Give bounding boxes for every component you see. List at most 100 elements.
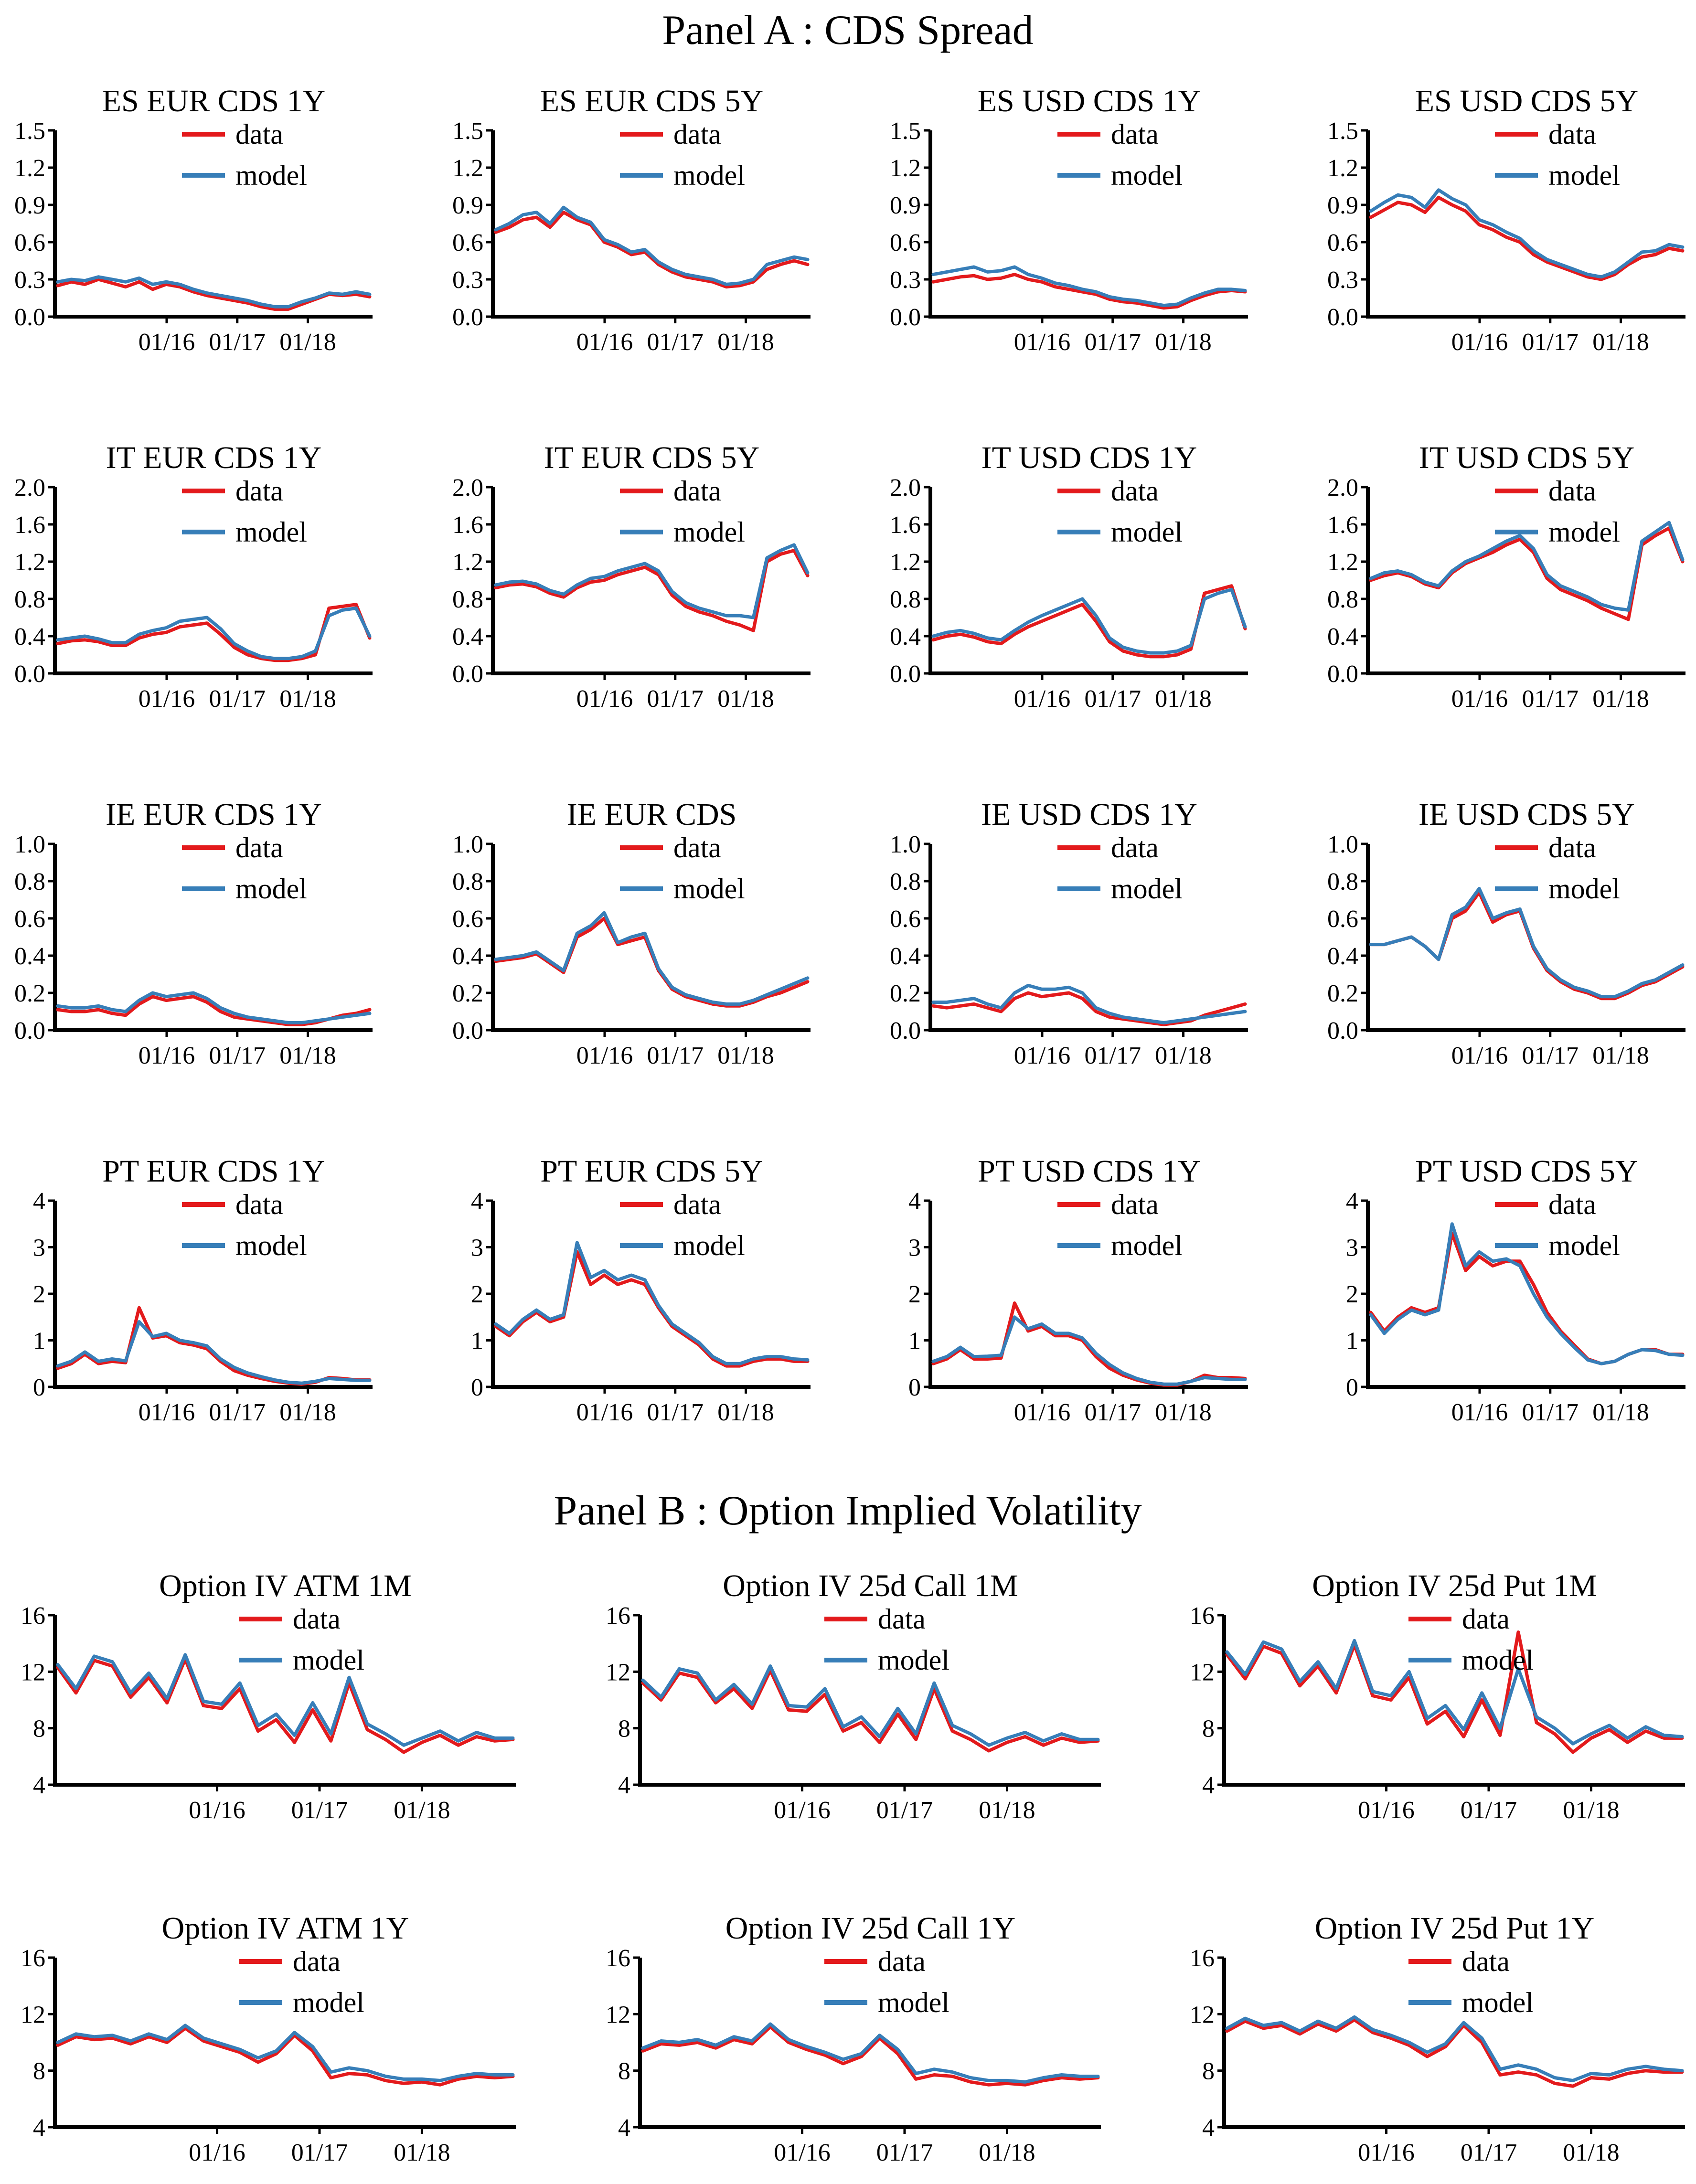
y-tick-label: 16 (606, 1945, 630, 1972)
y-tick-label: 1.2 (452, 549, 483, 576)
chart-ie-usd-cds-1y: IE USD CDS 1Y 0.0 0.2 0.4 0.6 0.8 1.0 01/16 01/1… (890, 797, 1248, 1069)
y-tick-label: 1.6 (14, 511, 45, 539)
chart-es-usd-cds-5y: ES USD CDS 5Y 0.0 0.3 0.6 0.9 1.2 1.5 01/16 01/1… (1327, 84, 1685, 356)
y-tick-label: 0.4 (14, 943, 45, 970)
chart-title: ES USD CDS 1Y (978, 84, 1201, 118)
x-tick-label: 01/17 (876, 1797, 933, 1824)
y-tick-label: 1.0 (14, 831, 45, 858)
legend-label-model: model (293, 1644, 364, 1676)
series-line-model (1369, 188, 1685, 279)
y-tick-label: 1.5 (890, 117, 921, 145)
x-tick-label: 01/16 (774, 1797, 830, 1824)
series-line-data (1369, 890, 1685, 1001)
y-tick-label: 3 (908, 1235, 921, 1262)
x-tick-label: 01/17 (647, 1042, 704, 1069)
panel-a-title: Panel A : CDS Spread (662, 7, 1033, 53)
x-tick-label: 01/17 (1085, 1399, 1141, 1426)
y-tick-label: 1 (33, 1328, 45, 1355)
series-line-model (641, 2022, 1100, 2084)
y-tick-label: 8 (33, 1715, 45, 1743)
y-tick-label: 0.8 (890, 868, 921, 895)
series-line-data (56, 1657, 515, 1754)
x-tick-label: 01/17 (1522, 1399, 1579, 1426)
series-line-data (931, 273, 1247, 310)
y-tick-label: 0.6 (1327, 906, 1358, 933)
y-tick-label: 0.9 (890, 192, 921, 219)
x-tick-label: 01/18 (279, 1042, 336, 1069)
y-tick-label: 0.6 (890, 229, 921, 256)
legend-label-data: data (1462, 1603, 1510, 1635)
legend-label-data: data (1111, 832, 1159, 863)
y-tick-label: 0.3 (890, 266, 921, 294)
legend-label-model: model (1548, 1230, 1620, 1261)
chart-es-eur-cds-1y: ES EUR CDS 1Y 0.0 0.3 0.6 0.9 1.2 1.5 01/16 01/1… (14, 84, 373, 356)
x-tick-label: 01/18 (394, 2139, 450, 2166)
chart-title: IT USD CDS 5Y (1419, 440, 1635, 475)
y-tick-label: 1.2 (452, 155, 483, 182)
chart-pt-usd-cds-5y: PT USD CDS 5Y 0 1 2 3 4 01/16 01/17 01/18 data mod… (1346, 1154, 1685, 1426)
y-tick-label: 0.8 (14, 868, 45, 895)
x-tick-label: 01/17 (1522, 1042, 1579, 1069)
y-tick-label: 0.4 (14, 623, 45, 650)
x-tick-label: 01/16 (1451, 329, 1508, 356)
y-tick-label: 1.2 (890, 549, 921, 576)
series-line-model (1369, 521, 1685, 612)
y-tick-label: 0.0 (1327, 304, 1358, 331)
x-tick-label: 01/17 (209, 1399, 266, 1426)
y-tick-label: 0.9 (14, 192, 45, 219)
y-tick-label: 0.0 (452, 1017, 483, 1044)
y-tick-label: 1.5 (14, 117, 45, 145)
legend-label-data: data (235, 475, 283, 507)
y-tick-label: 0.0 (14, 1017, 45, 1044)
legend-label-data: data (1462, 1946, 1510, 1977)
series-line-model (56, 607, 372, 661)
y-tick-label: 1.2 (1327, 549, 1358, 576)
chart-title: Option IV 25d Put 1M (1312, 1568, 1597, 1603)
y-tick-label: 2 (908, 1281, 921, 1308)
series-line-data (641, 1668, 1100, 1753)
y-tick-label: 12 (21, 1659, 45, 1686)
x-tick-label: 01/17 (1085, 1042, 1141, 1069)
series-line-model (1369, 887, 1685, 999)
x-tick-label: 01/17 (1085, 329, 1141, 356)
y-tick-label: 0.4 (452, 623, 483, 650)
y-tick-label: 1.0 (452, 831, 483, 858)
chart-title: Option IV ATM 1M (159, 1568, 412, 1603)
x-tick-label: 01/17 (291, 1797, 348, 1824)
series-line-data (931, 991, 1247, 1026)
series-line-model (931, 1315, 1247, 1386)
y-tick-label: 3 (1346, 1235, 1358, 1262)
series-line-data (1225, 1630, 1684, 1754)
y-tick-label: 0.6 (890, 906, 921, 933)
series-line-model (931, 983, 1247, 1024)
chart-option-iv-25d-put-1m: Option IV 25d Put 1M 4 8 12 16 01/16 01/17 01/1… (1190, 1568, 1685, 1824)
y-tick-label: 0.2 (452, 980, 483, 1007)
y-tick-label: 4 (618, 1772, 630, 1799)
chart-es-eur-cds-5y: ES EUR CDS 5Y 0.0 0.3 0.6 0.9 1.2 1.5 01/16 01/1… (452, 84, 811, 356)
series-line-data (494, 916, 810, 1008)
legend-label-model: model (1548, 873, 1620, 905)
y-tick-label: 1.5 (1327, 117, 1358, 145)
x-tick-label: 01/18 (1592, 329, 1649, 356)
chart-title: IE EUR CDS 1Y (106, 797, 322, 832)
y-tick-label: 1.2 (890, 155, 921, 182)
panel-b-title: Panel B : Option Implied Volatility (554, 1488, 1141, 1534)
legend-label-model: model (1111, 873, 1183, 905)
legend-label-model: model (235, 873, 307, 905)
y-tick-label: 0.4 (890, 623, 921, 650)
legend-label-model: model (293, 1987, 364, 2018)
y-tick-label: 0.0 (452, 304, 483, 331)
series-line-model (494, 543, 810, 619)
x-tick-label: 01/17 (647, 329, 704, 356)
charts-container: ES EUR CDS 1Y 0.0 0.3 0.6 0.9 1.2 1.5 01/16 01/1… (14, 84, 1685, 2166)
y-tick-label: 0 (908, 1374, 921, 1401)
x-tick-label: 01/17 (1085, 685, 1141, 713)
legend-label-model: model (1111, 516, 1183, 548)
x-tick-label: 01/18 (1563, 2139, 1619, 2166)
x-tick-label: 01/18 (979, 1797, 1035, 1824)
y-tick-label: 0.2 (890, 980, 921, 1007)
legend-label-data: data (878, 1603, 926, 1635)
series-line-model (494, 911, 810, 1006)
y-tick-label: 1 (471, 1328, 483, 1355)
chart-pt-eur-cds-5y: PT EUR CDS 5Y 0 1 2 3 4 01/16 01/17 01/18 data mod… (471, 1154, 811, 1426)
